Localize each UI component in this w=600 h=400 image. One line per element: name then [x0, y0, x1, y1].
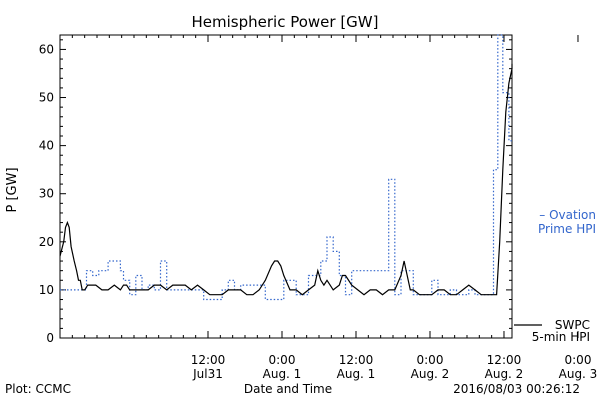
y-tick-label: 10: [39, 283, 54, 297]
x-tick-label-date: Aug. 1: [337, 367, 376, 381]
y-tick-label: 50: [39, 91, 54, 105]
y-axis: 0 10 20 30 40 50 60: [39, 39, 512, 345]
x-tick-label-time: 12:00: [487, 353, 522, 367]
x-tick-label-date: Jul31: [192, 367, 223, 381]
x-tick-label-time: 0:00: [269, 353, 296, 367]
y-axis-label: P [GW]: [5, 167, 20, 212]
x-tick-label-date: Aug. 1: [263, 367, 302, 381]
series-line-ovation-prime: [60, 34, 512, 301]
y-tick-label: 40: [39, 139, 54, 153]
x-axis-label: Date and Time: [244, 382, 332, 396]
series-line-swpc: [59, 63, 513, 296]
x-tick-label-time: 12:00: [191, 353, 226, 367]
x-tick-label-time: 12:00: [339, 353, 374, 367]
footer-timestamp: 2016/08/03 00:26:12: [453, 382, 580, 396]
x-tick-label-date: Aug. 2: [411, 367, 450, 381]
y-tick-label: 60: [39, 42, 54, 56]
x-tick-label-date: Aug. 2: [485, 367, 524, 381]
chart-title: Hemispheric Power [GW]: [192, 13, 379, 31]
legend-ovation-label-2: Prime HPI: [538, 222, 596, 236]
series-layer: [59, 34, 513, 301]
legend-swpc-label-2: 5-min HPI: [532, 330, 590, 344]
y-tick-label: 20: [39, 235, 54, 249]
x-tick-label-date: Aug. 3: [559, 367, 598, 381]
y-tick-label: 0: [46, 331, 54, 345]
legend-ovation-label: – Ovation: [539, 208, 596, 222]
x-tick-label-time: 0:00: [417, 353, 444, 367]
plot-frame: [59, 34, 513, 339]
y-tick-label: 30: [39, 187, 54, 201]
x-tick-label-time: 0:00: [565, 353, 592, 367]
legend-swpc-label: SWPC: [555, 318, 590, 332]
footer-plot-source: Plot: CCMC: [5, 382, 71, 396]
